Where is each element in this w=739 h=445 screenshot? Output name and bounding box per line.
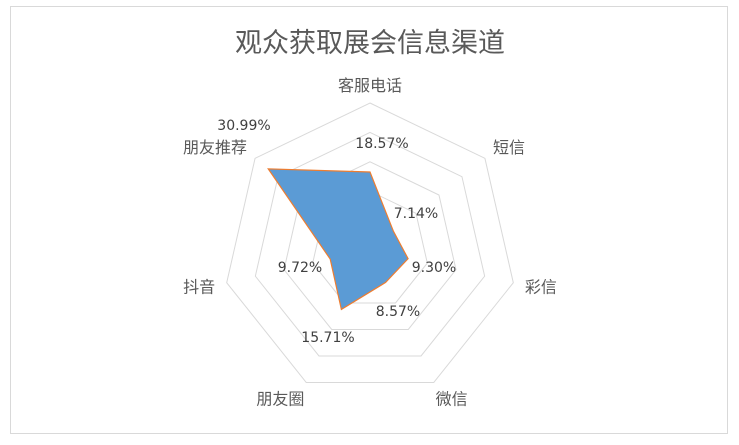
category-label: 短信 — [493, 138, 525, 157]
chart-title: 观众获取展会信息渠道 — [235, 28, 505, 59]
data-label: 7.14% — [394, 206, 438, 222]
category-label: 朋友圈 — [256, 390, 304, 409]
data-label: 18.57% — [355, 136, 408, 152]
grid-ring — [226, 102, 514, 383]
category-label: 抖音 — [183, 278, 215, 297]
data-label: 30.99% — [217, 118, 270, 134]
data-label: 9.30% — [412, 260, 456, 276]
data-label: 8.57% — [376, 304, 420, 320]
series-area — [267, 168, 409, 311]
category-label: 微信 — [436, 390, 468, 409]
category-label: 客服电话 — [338, 76, 402, 95]
data-label: 9.72% — [278, 260, 322, 276]
grid-ring — [254, 131, 486, 357]
category-label: 彩信 — [525, 278, 557, 297]
data-label: 15.71% — [301, 330, 354, 346]
category-label: 朋友推荐 — [183, 138, 247, 157]
chart-area — [10, 6, 728, 434]
